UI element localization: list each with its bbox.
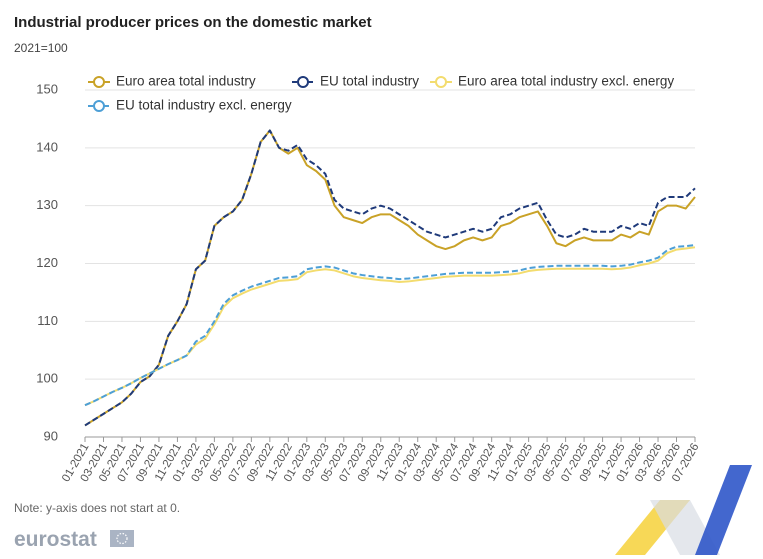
y-tick-label: 90 — [44, 428, 58, 443]
legend-item: EU total industry — [292, 74, 419, 89]
legend-label: Euro area total industry — [116, 74, 256, 89]
y-tick-label: 130 — [36, 197, 58, 212]
legend-label: EU total industry — [320, 74, 419, 89]
deco-blue — [695, 465, 752, 555]
legend-label: EU total industry excl. energy — [116, 98, 292, 113]
logo-stars — [116, 532, 128, 545]
note: Note: y-axis does not start at 0. — [14, 501, 180, 515]
legend-marker — [93, 76, 105, 88]
chart-title: Industrial producer prices on the domest… — [14, 14, 372, 31]
decoration — [615, 465, 752, 555]
y-tick-label: 120 — [36, 255, 58, 270]
legend-marker — [297, 76, 309, 88]
legend-marker — [93, 100, 105, 112]
y-tick-label: 110 — [37, 313, 58, 328]
series-line — [84, 246, 696, 407]
legend-item: Euro area total industry excl. energy — [430, 74, 674, 89]
series-line — [84, 243, 696, 407]
y-tick-label: 140 — [36, 139, 58, 154]
legend-marker — [435, 76, 447, 88]
logo: eurostat — [14, 528, 134, 551]
legend-item: EU total industry excl. energy — [88, 98, 292, 113]
logo-text: eurostat — [14, 528, 97, 551]
y-tick-label: 150 — [36, 81, 58, 96]
legend-item: Euro area total industry — [88, 74, 256, 89]
series-line — [84, 129, 696, 427]
y-tick-label: 100 — [36, 371, 58, 386]
chart-subtitle: 2021=100 — [14, 41, 68, 55]
legend-label: Euro area total industry excl. energy — [458, 74, 674, 89]
logo-flag — [110, 530, 134, 547]
